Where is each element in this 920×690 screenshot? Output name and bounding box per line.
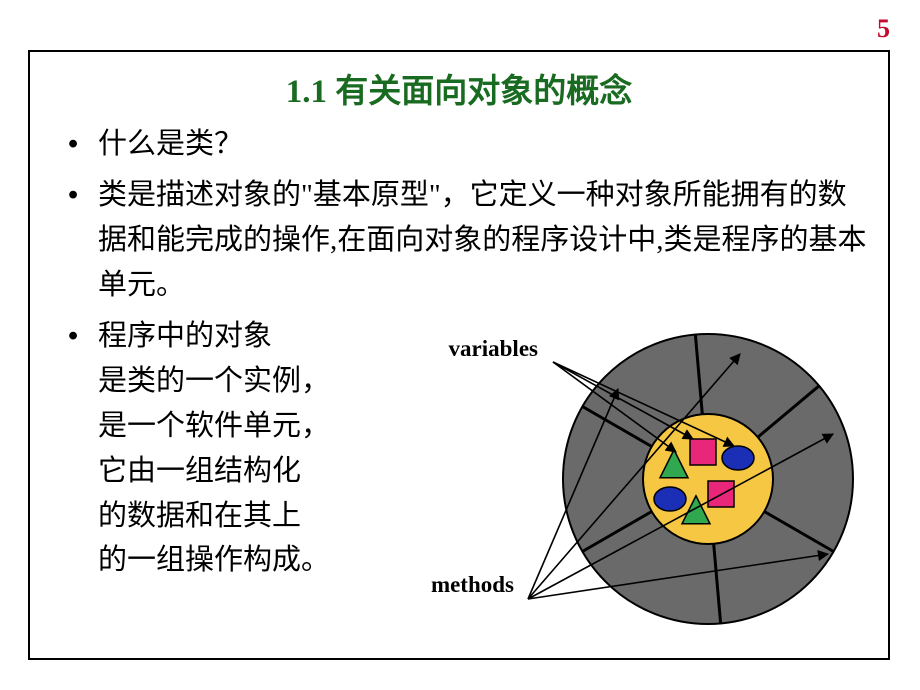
bullet2-line-1: 是类的一个实例，: [98, 365, 330, 397]
page-number: 5: [877, 14, 890, 44]
bullet-text-1: 类是描述对象的"基本原型"，它定义一种对象所能拥有的数据和能完成的操作,在面向对…: [98, 179, 867, 301]
bullet2-line-3: 它由一组结构化: [98, 455, 301, 487]
slide-page: 5 1.1 有关面向对象的概念 什么是类？ 类是描述对象的"基本原型"，它定义一…: [0, 0, 920, 690]
slide-title: 1.1 有关面向对象的概念: [30, 64, 888, 112]
content-frame: 1.1 有关面向对象的概念 什么是类？ 类是描述对象的"基本原型"，它定义一种对…: [28, 50, 890, 660]
bullet-item-2: 程序中的对象 是类的一个实例， 是一个软件单元， 它由一组结构化 的数据和在其上…: [64, 314, 438, 584]
bullet-item-0: 什么是类？: [64, 122, 868, 167]
bullet2-line-0: 程序中的对象: [98, 320, 272, 352]
bullet2-line-4: 的数据和在其上: [98, 500, 301, 532]
bullet2-line-2: 是一个软件单元，: [98, 410, 330, 442]
bullet2-line-5: 的一组操作构成。: [98, 544, 330, 576]
bullet-item-1: 类是描述对象的"基本原型"，它定义一种对象所能拥有的数据和能完成的操作,在面向对…: [64, 173, 868, 308]
bullet-text-0: 什么是类？: [98, 128, 243, 160]
object-diagram: [438, 304, 858, 644]
